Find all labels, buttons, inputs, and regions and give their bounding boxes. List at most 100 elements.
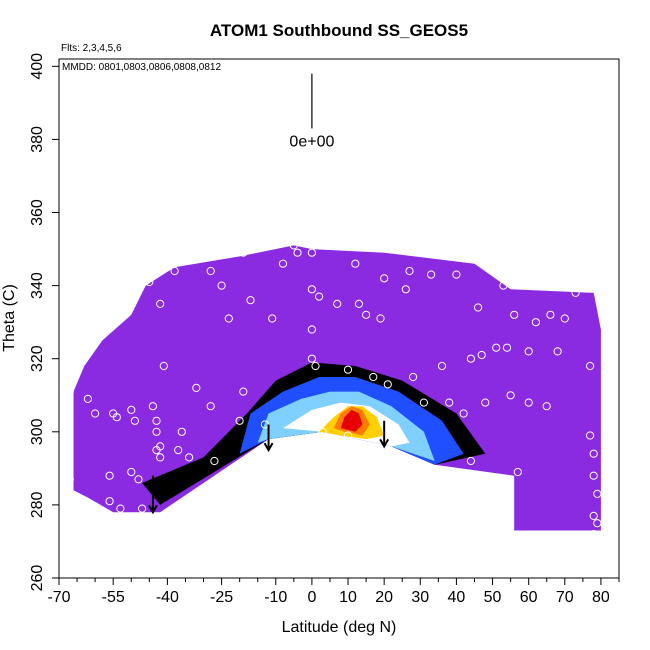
sample-point bbox=[268, 314, 277, 323]
sample-point bbox=[148, 402, 157, 411]
sample-point bbox=[112, 413, 121, 422]
sample-point bbox=[91, 409, 100, 418]
sample-point bbox=[307, 354, 316, 363]
sample-point bbox=[293, 248, 302, 257]
sample-point bbox=[246, 296, 255, 305]
potential-vorticity-field bbox=[73, 245, 601, 531]
sample-point bbox=[311, 361, 320, 371]
tropopause-arrows-layer bbox=[148, 420, 390, 515]
sample-point bbox=[571, 288, 580, 297]
sample-point bbox=[401, 285, 410, 294]
sample-point bbox=[474, 303, 483, 312]
x-tick-label: 60 bbox=[520, 589, 538, 606]
y-axis: 260 280 300 320 340 360 380 400 bbox=[29, 53, 60, 592]
sample-point bbox=[289, 241, 298, 250]
y-tick-label: 320 bbox=[29, 345, 46, 372]
sample-point bbox=[427, 270, 436, 279]
y-tick-label: 260 bbox=[29, 565, 46, 592]
y-axis-label: Theta (C) bbox=[1, 284, 18, 352]
sample-point bbox=[130, 416, 139, 425]
sample-point bbox=[116, 504, 125, 513]
sample-point bbox=[524, 398, 533, 407]
sample-point bbox=[278, 259, 288, 268]
x-tick-label: 20 bbox=[375, 589, 393, 606]
sample-point bbox=[152, 446, 161, 455]
sample-point bbox=[477, 350, 486, 360]
tropopause-arrow bbox=[263, 424, 274, 453]
sample-point bbox=[206, 266, 215, 276]
sample-point bbox=[217, 281, 226, 290]
sample-point bbox=[127, 405, 136, 414]
sample-point bbox=[380, 274, 389, 283]
sample-point bbox=[170, 266, 179, 276]
sample-point bbox=[185, 453, 194, 462]
sample-point bbox=[145, 277, 154, 287]
chart-title: ATOM1 Southbound SS_GEOS5 bbox=[210, 21, 468, 40]
x-tick-label: 10 bbox=[339, 589, 357, 606]
arrow-head bbox=[379, 438, 390, 449]
sample-point bbox=[65, 387, 74, 396]
y-tick-label: 400 bbox=[29, 53, 46, 80]
arrow-head bbox=[263, 442, 274, 453]
sample-point bbox=[333, 299, 342, 308]
sample-point bbox=[156, 453, 165, 462]
sample-point bbox=[105, 471, 114, 480]
sample-point bbox=[362, 310, 371, 319]
x-tick-label: -40 bbox=[156, 589, 179, 606]
sample-point bbox=[419, 398, 428, 407]
sample-point bbox=[206, 402, 215, 411]
x-tick-label: -25 bbox=[210, 589, 233, 606]
x-tick-label: -10 bbox=[264, 589, 287, 606]
sample-point bbox=[546, 310, 555, 319]
y-tick-label: 340 bbox=[29, 272, 46, 299]
sample-point bbox=[307, 325, 316, 334]
y-tick-label: 280 bbox=[29, 491, 46, 518]
contour-red bbox=[340, 409, 363, 432]
sample-point bbox=[351, 259, 360, 268]
x-tick-label: 40 bbox=[448, 589, 466, 606]
x-tick-label: 80 bbox=[592, 589, 610, 606]
sample-point bbox=[315, 292, 324, 301]
tropopause-arrow bbox=[148, 475, 158, 515]
sample-point bbox=[239, 387, 248, 396]
sample-point bbox=[69, 376, 78, 385]
x-tick-label: -70 bbox=[47, 589, 70, 606]
sample-point bbox=[452, 270, 461, 279]
sample-point bbox=[542, 402, 551, 411]
sample-point bbox=[513, 467, 522, 477]
sample-point bbox=[383, 380, 392, 389]
sample-point bbox=[589, 471, 598, 480]
sample-point bbox=[235, 416, 244, 425]
sample-point bbox=[593, 489, 602, 498]
sample-point bbox=[156, 299, 165, 308]
sample-point bbox=[376, 314, 385, 323]
sample-point bbox=[586, 361, 595, 371]
sample-point bbox=[560, 314, 569, 323]
sample-point bbox=[318, 427, 327, 436]
sample-point bbox=[502, 343, 512, 352]
sample-point bbox=[369, 372, 378, 382]
sample-point bbox=[343, 365, 353, 374]
arrow-head bbox=[148, 504, 158, 515]
sample-point bbox=[524, 347, 533, 356]
sample-point bbox=[311, 442, 320, 451]
sample-point bbox=[437, 361, 447, 371]
x-tick-label: -55 bbox=[102, 589, 125, 606]
sample-point bbox=[224, 314, 233, 323]
sample-point bbox=[459, 409, 468, 418]
sample-point bbox=[466, 354, 475, 363]
sample-point bbox=[531, 318, 541, 327]
sample-points-layer bbox=[65, 241, 602, 539]
sample-point bbox=[127, 467, 136, 477]
x-tick-label: 50 bbox=[484, 589, 502, 606]
scale-label: 0e+00 bbox=[289, 133, 334, 150]
sample-point bbox=[152, 427, 161, 436]
y-tick-label: 300 bbox=[29, 418, 46, 445]
sample-point bbox=[177, 427, 186, 436]
sample-point bbox=[510, 310, 519, 319]
y-tick-label: 360 bbox=[29, 199, 46, 226]
sample-point bbox=[589, 511, 598, 521]
sample-point bbox=[159, 361, 168, 371]
sample-point bbox=[354, 299, 363, 308]
